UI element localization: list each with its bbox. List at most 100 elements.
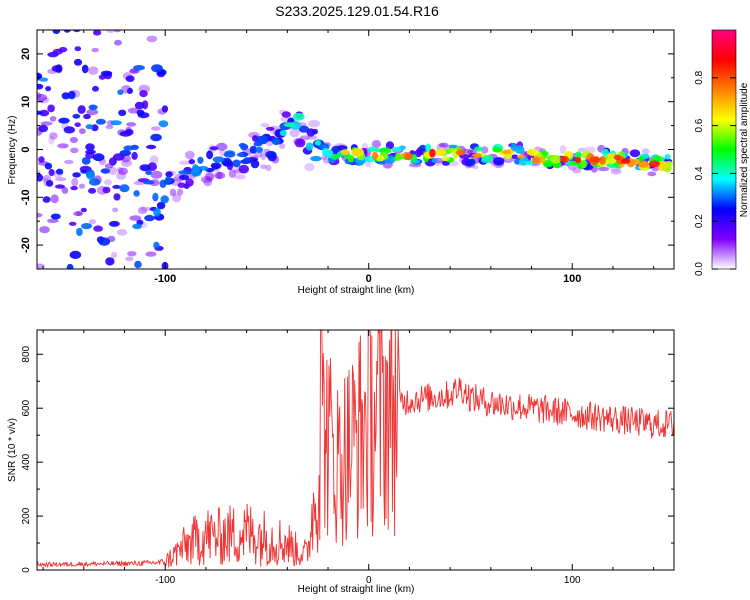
heatmap-cell [93,30,102,36]
heatmap-cell [559,145,567,154]
heatmap-cell [560,155,569,163]
heatmap-cell [610,168,622,175]
heatmap-cell [89,178,101,186]
heatmap-cell [340,149,350,155]
heatmap-cell [81,157,91,165]
heatmap-cell [55,184,65,189]
heatmap-cell [100,70,113,77]
colorbar-ticks: 0.0 0.2 0.4 0.6 0.8 [694,70,736,276]
heatmap-cell [188,159,196,165]
heatmap-cell [255,146,264,153]
heatmap-cell [109,220,120,227]
heatmap-cell [92,85,99,92]
heatmap-cell [45,86,52,92]
heatmap-cell [151,64,163,73]
heatmap-cell [305,142,314,151]
heatmap-cell [68,90,76,100]
heatmap-cell [89,219,96,225]
heatmap-cell [45,180,54,187]
spectrogram-x-axis-label: Height of straight line (km) [298,285,415,296]
heatmap-cell [81,64,89,74]
heatmap-cell [250,159,260,169]
heatmap-cell [144,214,155,222]
heatmap-cell [531,156,541,164]
colorbar-tick-label: 0.2 [694,214,705,228]
heatmap-cell [129,215,142,221]
heatmap-cell [46,218,59,223]
heatmap-cell [455,149,466,156]
heatmap-cell [71,177,79,187]
heatmap-cell [550,154,562,164]
heatmap-cell [321,148,330,157]
heatmap-cell [177,188,184,196]
heatmap-cell [125,75,135,82]
x-tick-label: -100 [154,273,176,285]
heatmap-cell [472,153,482,158]
heatmap-cell [474,146,483,152]
heatmap-cell [38,124,48,133]
snr-plot-area [37,330,674,570]
heatmap-cell [190,168,202,177]
heatmap-cell [467,158,476,166]
heatmap-cell [123,145,134,151]
snr-panel: -100 0 100 0 200 400 600 800 Height of straight… [7,329,675,595]
heatmap-cell [657,162,668,172]
heatmap-cell [81,223,93,230]
heatmap-cell [119,184,130,193]
heatmap-cell [40,121,53,126]
heatmap-cell [629,149,641,158]
heatmap-cell [351,148,362,157]
heatmap-cell [74,122,81,127]
heatmap-cell [404,152,413,161]
heatmap-cell [641,148,650,154]
heatmap-cell [441,156,451,162]
heatmap-cell [92,153,105,162]
y-tick-label: 600 [21,399,32,416]
heatmap-cell [234,174,246,180]
heatmap-cell [169,188,177,197]
snr-frame [36,329,675,571]
heatmap-cell [599,155,606,165]
heatmap-cell [214,171,226,180]
heatmap-cell [481,154,494,162]
heatmap-cell [253,141,263,147]
heatmap-cell [279,129,287,137]
heatmap-cell [77,105,86,114]
heatmap-cell [37,212,43,218]
heatmap-cell [197,156,204,164]
heatmap-cell [159,179,167,188]
heatmap-cell [178,174,190,181]
heatmap-cell [37,83,44,90]
spectrogram-y-axis-label: Frequency (Hz) [7,116,18,185]
y-tick-label: 10 [20,96,32,108]
heatmap-cell [80,169,87,174]
heatmap-cell [145,251,157,257]
heatmap-cell [136,109,145,116]
heatmap-cell [72,113,81,119]
heatmap-cell [161,105,169,113]
colorbar-gradient [711,29,737,270]
heatmap-cell [47,104,55,113]
heatmap-cell [80,207,87,213]
heatmap-cell [69,250,82,259]
heatmap-cell [137,206,148,214]
heatmap-cell [104,179,112,186]
heatmap-cell [385,141,394,150]
heatmap-cell [648,160,661,168]
heatmap-cell [236,152,245,157]
heatmap-cell [429,148,436,158]
heatmap-cell [133,190,140,197]
heatmap-cell [371,151,379,160]
heatmap-cell [228,169,236,178]
y-tick-label: 400 [21,453,32,470]
heatmap-cell [127,107,140,114]
heatmap-cell [613,154,621,161]
heatmap-cell [85,124,94,130]
heatmap-cell [52,30,61,34]
heatmap-cell [492,147,503,153]
heatmap-cell [55,168,64,175]
heatmap-cell [271,138,281,146]
heatmap-cell [435,148,446,157]
